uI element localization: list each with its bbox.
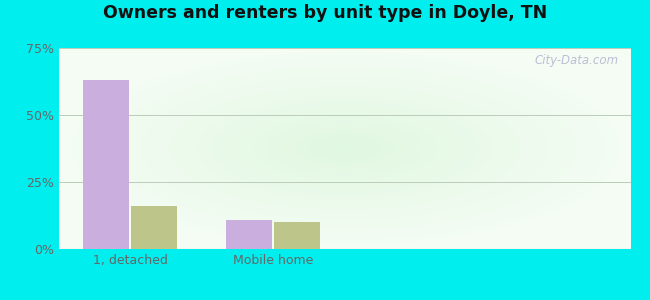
Text: Owners and renters by unit type in Doyle, TN: Owners and renters by unit type in Doyle… [103, 4, 547, 22]
Bar [83, 80, 129, 249]
Text: City-Data.com: City-Data.com [535, 54, 619, 67]
Bar [274, 222, 320, 249]
Bar [226, 220, 272, 249]
Bar [131, 206, 177, 249]
